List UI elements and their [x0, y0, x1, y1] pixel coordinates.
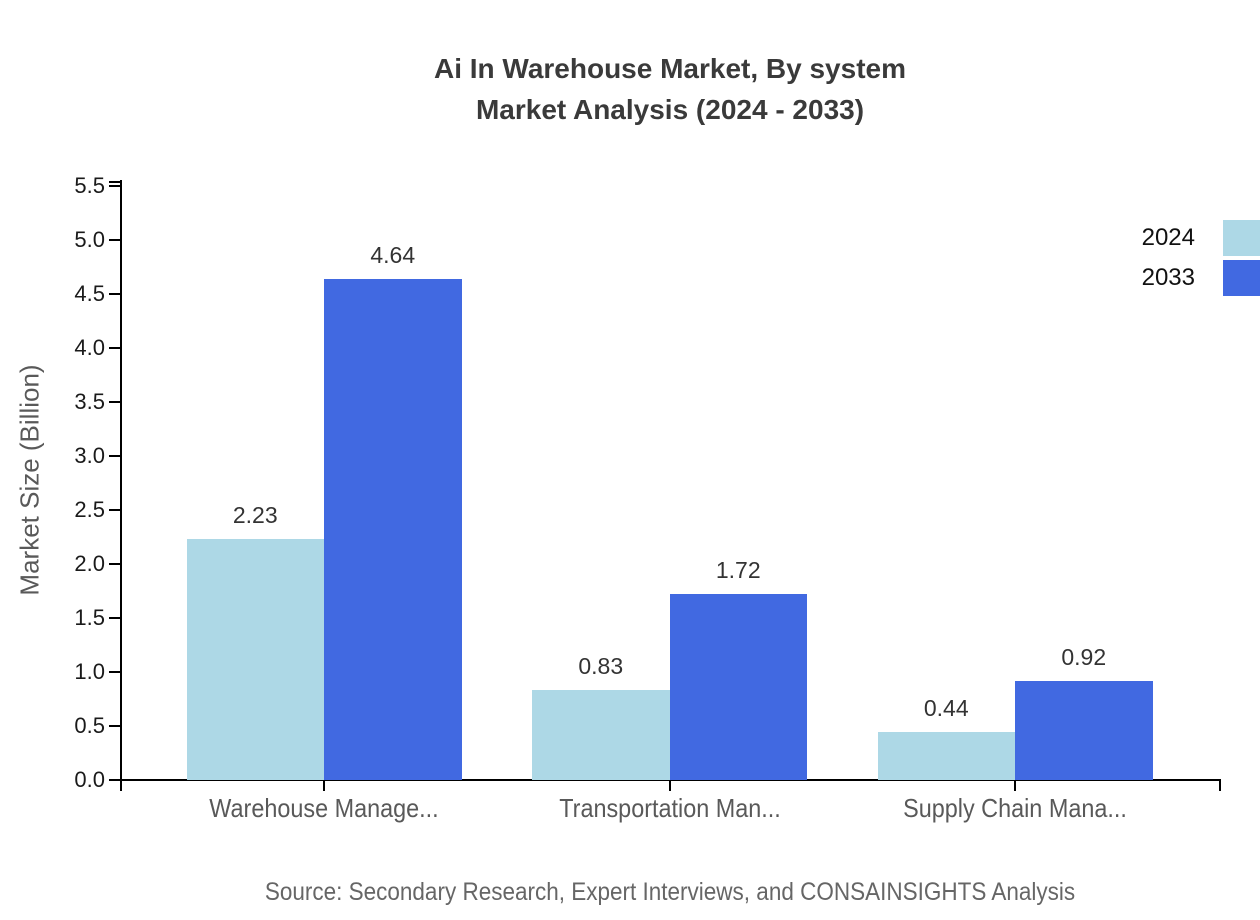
source-note: Source: Secondary Research, Expert Inter… [264, 878, 1076, 906]
legend-swatch-2024 [1223, 220, 1260, 256]
y-tick-mark [109, 509, 121, 511]
x-axis-endcap-tick-right [1219, 781, 1221, 791]
y-tick-label: 2.0 [74, 551, 105, 576]
y-tick-label: 2.5 [74, 497, 105, 522]
chart-title: Ai In Warehouse Market, By system Market… [120, 48, 1220, 130]
y-tick-label: 4.5 [74, 281, 105, 306]
legend-label-2033: 2033 [1141, 263, 1195, 291]
x-category-label: Transportation Man... [558, 793, 781, 823]
x-tick-mark [668, 781, 671, 791]
y-tick-mark [109, 185, 121, 187]
y-tick-mark [109, 293, 121, 295]
y-tick-label: 3.5 [74, 389, 105, 414]
legend-swatch-2033 [1223, 259, 1260, 296]
bar-2033-1 [324, 278, 462, 780]
y-tick-mark [109, 401, 121, 403]
bar-value-label: 0.44 [923, 695, 969, 722]
y-tick-mark [109, 239, 121, 241]
y-tick-label: 3.0 [74, 443, 105, 468]
y-tick-label: 0.0 [74, 767, 105, 792]
chart-title-line2: Market Analysis (2024 - 2033) [475, 94, 865, 125]
legend-label-2024: 2024 [1141, 224, 1195, 251]
y-axis-endcap-tick [109, 181, 121, 183]
bar-2024-2 [532, 690, 670, 780]
bar-2024-1 [186, 539, 324, 780]
bar-2024-3 [877, 732, 1015, 780]
chart-title-line1: Ai In Warehouse Market, By system [433, 53, 906, 84]
y-tick-mark [109, 455, 121, 457]
y-axis-line [120, 180, 122, 782]
y-tick-mark [109, 617, 121, 619]
y-tick-label: 4.0 [74, 335, 105, 360]
x-axis-line [120, 779, 1221, 781]
bar-value-label: 4.64 [370, 241, 416, 268]
bar-value-label: 0.83 [578, 653, 624, 680]
y-tick-label: 1.5 [74, 605, 105, 630]
y-tick-label: 1.0 [74, 659, 105, 684]
y-tick-label: 5.5 [74, 173, 105, 198]
bar-value-label: 1.72 [715, 557, 761, 584]
x-tick-mark [1014, 781, 1016, 791]
y-tick-mark [109, 725, 121, 727]
y-tick-label: 0.5 [74, 713, 105, 738]
x-category-label: Warehouse Manage... [209, 793, 439, 823]
x-category-label: Supply Chain Mana... [903, 793, 1127, 823]
y-tick-mark [109, 563, 121, 565]
bar-2033-2 [669, 594, 807, 780]
y-tick-mark [109, 671, 121, 673]
bar-2033-3 [1015, 680, 1153, 780]
x-tick-mark [323, 781, 325, 791]
x-axis-endcap-tick-left [120, 781, 122, 791]
y-tick-mark [109, 347, 121, 349]
y-tick-label: 5.0 [74, 227, 105, 252]
bar-value-label: 2.23 [232, 502, 278, 529]
bar-value-label: 0.92 [1061, 643, 1107, 670]
y-tick-mark [109, 779, 121, 781]
